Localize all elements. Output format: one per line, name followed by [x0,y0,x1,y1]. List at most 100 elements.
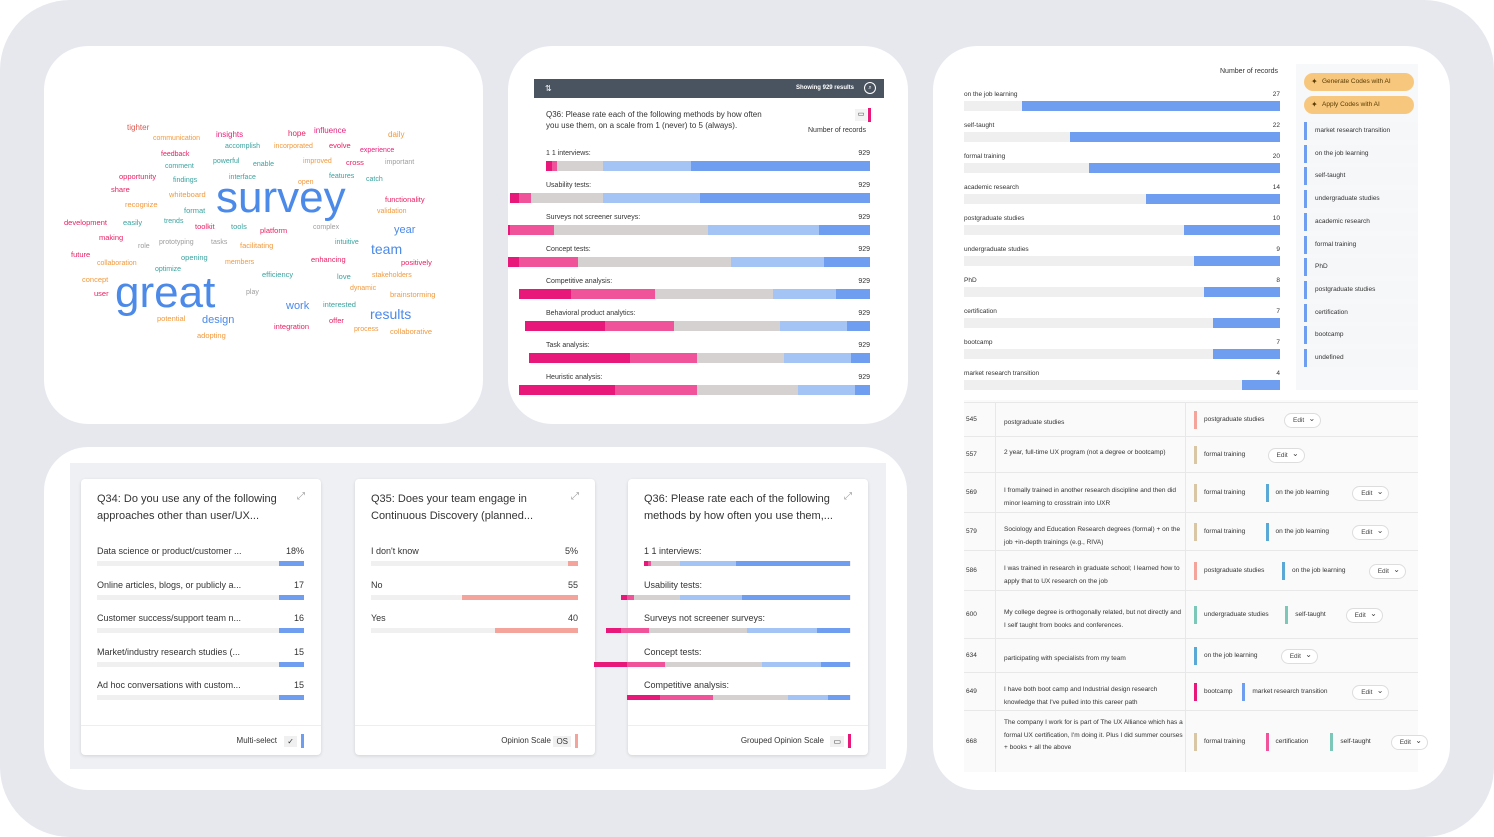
stacked-bar[interactable] [508,257,870,267]
bar-track[interactable] [964,101,1280,111]
bar-segment[interactable] [761,661,821,667]
bar-segment[interactable] [528,353,630,363]
bar-segment[interactable] [673,321,781,331]
bar-fill[interactable] [1069,132,1280,142]
code-tag[interactable]: formal training [1194,523,1245,541]
bar-fill[interactable] [1203,287,1280,297]
word-validation[interactable]: validation [377,208,407,215]
bar-fill[interactable] [1213,318,1280,328]
word-tighter[interactable]: tighter [127,123,150,132]
edit-dropdown[interactable]: Edit [1267,447,1305,463]
bar-track[interactable] [964,318,1280,328]
bar-segment[interactable] [696,353,785,363]
word-communication[interactable]: communication [153,135,201,142]
word-enable[interactable]: enable [253,161,275,168]
bar-segment[interactable] [730,257,825,267]
table-row[interactable]: 586 I was trained in research in graduate… [964,550,1418,590]
bar-fill[interactable] [279,628,304,634]
bar-segment[interactable] [654,289,773,299]
bar-track[interactable] [964,194,1280,204]
word-collaborative[interactable]: collaborative [390,327,433,336]
word-stakeholders[interactable]: stakeholders [372,272,412,279]
bar-segment[interactable] [680,594,743,600]
stacked-bar[interactable] [509,193,870,203]
bar-fill[interactable] [1022,101,1280,111]
bar-segment[interactable] [546,161,552,171]
word-prototyping[interactable]: prototyping [159,239,194,246]
word-adopting[interactable]: adopting [197,331,226,340]
bar-track[interactable] [371,628,578,634]
bar-track[interactable] [964,349,1280,359]
bar-segment[interactable] [644,561,648,566]
bar-segment[interactable] [627,661,665,667]
folder-icon[interactable]: ▭ [855,109,867,121]
search-icon[interactable]: ⌕ [864,82,876,94]
table-row[interactable]: 649 I have both boot camp and Industrial … [964,672,1418,710]
table-row[interactable]: 579 Sociology and Education Research degr… [964,512,1418,550]
word-comment[interactable]: comment [165,163,194,170]
word-making[interactable]: making [99,233,124,242]
word-powerful[interactable]: powerful [213,158,240,165]
q36-widget[interactable]: Q36: Please rate each of the following m… [594,479,868,755]
word-year[interactable]: year [394,224,416,236]
word-hope[interactable]: hope [288,129,306,138]
bar-track[interactable] [371,594,578,600]
word-feedback[interactable]: feedback [161,151,190,158]
bar-segment[interactable] [570,289,655,299]
bar-fill[interactable] [1088,163,1280,173]
edit-dropdown[interactable]: Edit [1390,734,1428,750]
bar-segment[interactable] [509,225,554,235]
table-row[interactable]: 600 My college degree is orthogonally rel… [964,590,1418,638]
bar-track[interactable] [964,225,1280,235]
word-enhancing[interactable]: enhancing [311,255,346,264]
table-row[interactable]: 634 participating with specialists from m… [964,638,1418,672]
code-item[interactable]: self-taught [1304,167,1418,186]
word-recognize[interactable]: recognize [125,200,158,209]
edit-dropdown[interactable]: Edit [1368,563,1406,579]
q35-widget[interactable]: Q35: Does your team engage in Continuous… [355,479,595,755]
word-team[interactable]: team [371,241,403,257]
bar-track[interactable] [964,256,1280,266]
edit-dropdown[interactable]: Edit [1352,524,1390,540]
word-influence[interactable]: influence [314,126,347,135]
code-tag[interactable]: postgraduate studies [1194,411,1264,429]
bar-track[interactable] [620,594,851,600]
code-tag[interactable]: self-taught [1285,606,1326,624]
word-complex[interactable]: complex [313,224,340,231]
bar-segment[interactable] [788,695,829,701]
bar-segment[interactable] [605,321,674,331]
bar-segment[interactable] [747,628,818,634]
bar-segment[interactable] [850,353,870,363]
word-survey[interactable]: survey [216,173,346,222]
word-whiteboard[interactable]: whiteboard [169,190,206,199]
bar-segment[interactable] [614,385,697,395]
code-item[interactable]: postgraduate studies [1304,280,1418,299]
bar-segment[interactable] [713,695,789,701]
bar-segment[interactable] [551,161,558,171]
bar-segment[interactable] [680,561,737,566]
edit-dropdown[interactable]: Edit [1284,412,1322,428]
bar-fill[interactable] [1146,194,1280,204]
expand-icon[interactable]: ⤢ [297,491,305,502]
stacked-bar[interactable] [546,161,870,171]
code-item[interactable]: market research transition [1304,122,1418,140]
bar-fill[interactable] [279,561,304,566]
bar-segment[interactable] [508,225,510,235]
generate-codes-button[interactable]: ✦ Generate Codes with AI [1304,73,1414,91]
word-love[interactable]: love [337,272,351,281]
word-user[interactable]: user [94,289,109,298]
code-item[interactable]: undefined [1304,349,1418,367]
bar-segment[interactable] [784,353,851,363]
word-role[interactable]: role [138,243,150,250]
code-item[interactable]: undergraduate studies [1304,190,1418,209]
bar-segment[interactable] [629,353,697,363]
bar-fill[interactable] [279,594,304,600]
bar-track[interactable] [964,132,1280,142]
bar-segment[interactable] [772,289,836,299]
word-accomplish[interactable]: accomplish [225,143,261,150]
bar-segment[interactable] [627,695,660,701]
bar-segment[interactable] [647,561,652,566]
apply-codes-button[interactable]: ✦ Apply Codes with AI [1304,96,1414,114]
word-opening[interactable]: opening [181,253,208,262]
word-incorporated[interactable]: incorporated [274,143,313,150]
